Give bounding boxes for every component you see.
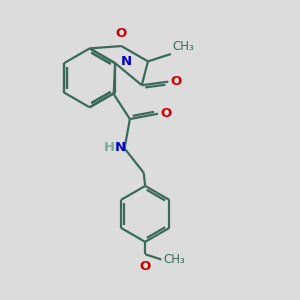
Text: O: O (171, 75, 182, 88)
Text: H: H (104, 141, 115, 154)
Text: CH₃: CH₃ (163, 253, 185, 266)
Text: N: N (120, 55, 132, 68)
Text: N: N (115, 141, 126, 154)
Text: O: O (140, 260, 151, 272)
Text: O: O (116, 27, 127, 40)
Text: O: O (160, 107, 171, 120)
Text: CH₃: CH₃ (173, 40, 194, 52)
